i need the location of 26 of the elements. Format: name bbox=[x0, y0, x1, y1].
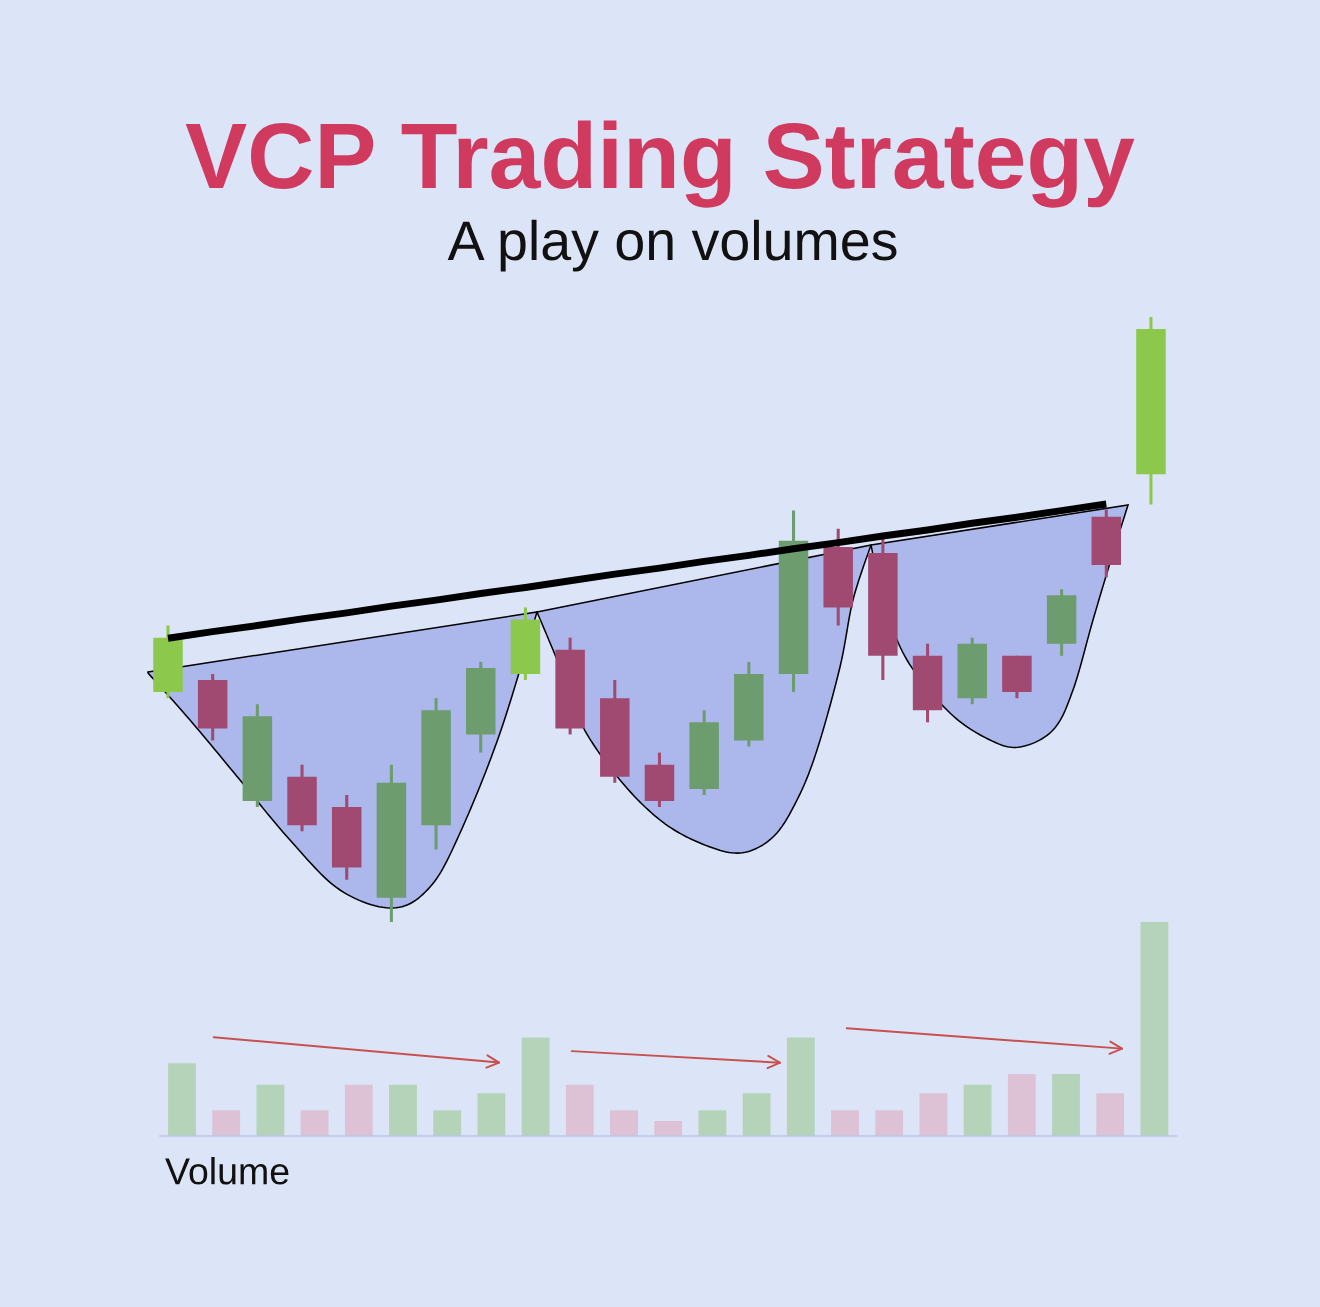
bar bbox=[256, 1084, 285, 1136]
bar bbox=[919, 1093, 948, 1136]
bar bbox=[698, 1110, 727, 1136]
bar bbox=[433, 1110, 462, 1136]
bar bbox=[521, 1037, 550, 1136]
bar bbox=[786, 1037, 815, 1136]
bar bbox=[344, 1084, 373, 1136]
bar bbox=[389, 1084, 417, 1136]
chart-title: VCP Trading Strategy bbox=[185, 120, 1135, 208]
bar bbox=[212, 1110, 241, 1136]
bar bbox=[963, 1084, 992, 1136]
bar bbox=[1007, 1073, 1036, 1136]
bar bbox=[1140, 922, 1169, 1136]
bar bbox=[610, 1110, 638, 1136]
x-axis-title: Volume bbox=[165, 1157, 289, 1185]
bar bbox=[875, 1110, 904, 1136]
bar bbox=[1096, 1093, 1125, 1136]
bar bbox=[654, 1121, 683, 1136]
chart-subtitle: A play on volumes bbox=[447, 219, 897, 272]
bar bbox=[300, 1110, 329, 1136]
bar bbox=[565, 1084, 594, 1136]
bar bbox=[1052, 1073, 1080, 1136]
bar bbox=[477, 1093, 506, 1136]
bar bbox=[168, 1063, 196, 1136]
bar bbox=[742, 1093, 771, 1136]
bar bbox=[831, 1110, 859, 1136]
